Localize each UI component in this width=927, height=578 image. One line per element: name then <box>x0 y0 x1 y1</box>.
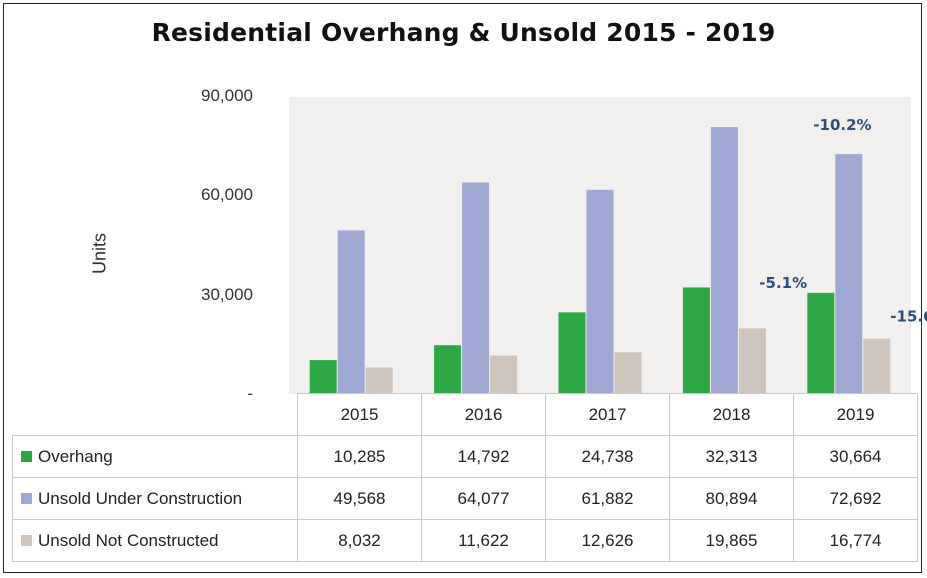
bar-unsold-not-constructed-2017 <box>614 352 642 394</box>
data-label: 24,738 <box>545 435 670 478</box>
data-label: 12,626 <box>545 519 670 562</box>
table-row-unsold-under-construction: Unsold Under Construction 49,568 64,077 … <box>12 477 918 520</box>
chart-title: Residential Overhang & Unsold 2015 - 201… <box>151 18 776 47</box>
bar-unsold-under-construction-2018 <box>710 127 738 394</box>
bar-overhang-2017 <box>558 312 586 394</box>
data-label: 19,865 <box>669 519 794 562</box>
bar-unsold-under-construction-2017 <box>586 189 614 394</box>
legend-swatch-unsold-under-construction <box>21 492 32 504</box>
data-label: 8,032 <box>297 519 422 562</box>
data-label: 11,622 <box>421 519 546 562</box>
y-tick-30000: 30,000 <box>201 285 253 304</box>
annotation-unsold-under-construction: -10.2% <box>813 116 871 134</box>
legend-entry: Overhang <box>12 435 298 478</box>
bar-overhang-2016 <box>434 345 462 394</box>
data-label: 30,664 <box>793 435 918 478</box>
y-tick-60000: 60,000 <box>201 185 253 204</box>
legend-entry: Unsold Under Construction <box>12 477 298 520</box>
category-label: 2015 <box>297 393 422 436</box>
legend-label: Overhang <box>38 446 113 466</box>
legend-entry: Unsold Not Constructed <box>12 519 298 562</box>
legend-swatch-unsold-not-constructed <box>21 534 32 546</box>
data-table: 2015 2016 2017 2018 2019 Overhang 10,285… <box>12 393 918 562</box>
annotation-overhang: -5.1% <box>759 274 807 292</box>
bar-overhang-2018 <box>682 287 710 394</box>
data-label: 10,285 <box>297 435 422 478</box>
legend-label: Unsold Under Construction <box>38 488 243 508</box>
data-label: 80,894 <box>669 477 794 520</box>
category-label: 2016 <box>421 393 546 436</box>
category-label: 2018 <box>669 393 794 436</box>
data-label: 14,792 <box>421 435 546 478</box>
bar-overhang-2015 <box>309 360 337 394</box>
bar-unsold-not-constructed-2015 <box>365 367 393 394</box>
table-row-unsold-not-constructed: Unsold Not Constructed 8,032 11,622 12,6… <box>12 519 918 562</box>
bar-unsold-under-construction-2015 <box>337 230 365 394</box>
bar-unsold-under-construction-2016 <box>462 182 490 394</box>
annotation-unsold-not-constructed: -15.6% <box>890 308 927 326</box>
bar-unsold-not-constructed-2016 <box>490 355 518 394</box>
bar-overhang-2019 <box>807 292 835 394</box>
bar-unsold-not-constructed-2018 <box>738 328 766 394</box>
table-corner <box>12 393 298 436</box>
chart-frame <box>3 3 922 573</box>
data-label: 49,568 <box>297 477 422 520</box>
legend-swatch-overhang <box>21 450 32 462</box>
legend-label: Unsold Not Constructed <box>38 530 219 550</box>
data-label: 16,774 <box>793 519 918 562</box>
y-tick-90000: 90,000 <box>201 86 253 105</box>
data-label: 32,313 <box>669 435 794 478</box>
category-label: 2017 <box>545 393 670 436</box>
table-header-row: 2015 2016 2017 2018 2019 <box>12 393 918 436</box>
category-label: 2019 <box>793 393 918 436</box>
table-row-overhang: Overhang 10,285 14,792 24,738 32,313 30,… <box>12 435 918 478</box>
data-label: 72,692 <box>793 477 918 520</box>
data-label: 64,077 <box>421 477 546 520</box>
bar-unsold-under-construction-2019 <box>835 154 863 394</box>
data-label: 61,882 <box>545 477 670 520</box>
bar-unsold-not-constructed-2019 <box>863 338 891 394</box>
